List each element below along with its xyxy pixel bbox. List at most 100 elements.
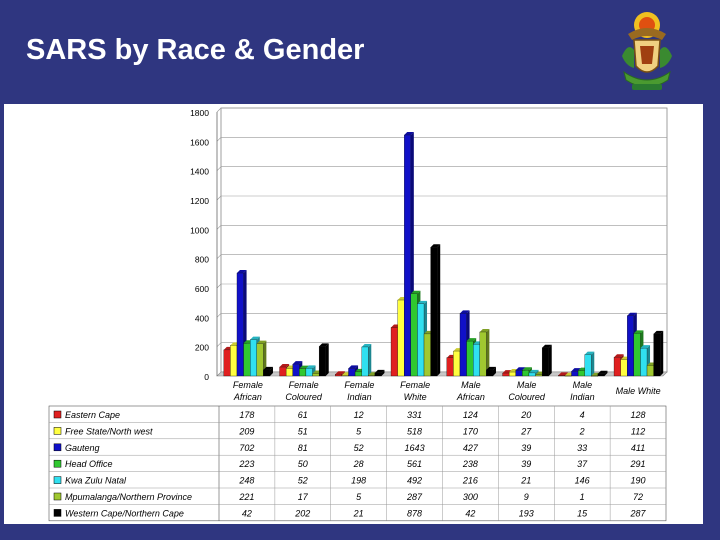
data-label: 193 [519,508,534,518]
bar [223,349,231,377]
slide-title: SARS by Race & Gender [26,34,365,66]
bar [354,371,362,377]
data-label: 61 [298,410,308,420]
data-label: 124 [463,410,478,420]
y-tick-label: 1800 [190,108,209,118]
bar-side [604,370,608,376]
bar [627,315,634,377]
data-label: 5 [356,426,362,436]
bar [390,327,398,377]
data-label: 128 [631,410,646,420]
bar-top [430,244,441,248]
data-label: 52 [354,443,364,453]
bar-top [640,345,651,349]
data-label: 198 [351,476,366,486]
data-label: 42 [465,508,475,518]
legend-label: Head Office [65,459,113,469]
legend-label: Gauteng [65,443,100,453]
bar-top [410,290,421,294]
bar [515,370,523,377]
bar-top [361,343,372,347]
x-category-label: Female [344,380,374,390]
data-label: 878 [407,508,422,518]
bar [522,370,530,377]
x-category-label: Female [233,380,263,390]
gridline-depth [216,254,222,259]
data-label: 1 [580,492,585,502]
data-label: 27 [520,426,532,436]
data-label: 178 [239,410,254,420]
data-label: 248 [238,476,254,486]
bar-top [319,343,329,347]
data-label: 702 [239,443,254,453]
data-label: 37 [577,459,588,469]
gridline-depth [216,225,222,230]
legend-swatch [53,509,62,517]
legend-label: Eastern Cape [65,410,120,420]
bar-side [486,329,490,376]
bar [633,333,641,377]
y-tick-label: 600 [195,284,209,294]
bar [430,247,438,377]
gridline-depth [216,137,222,142]
bar [653,333,661,377]
bar [479,331,487,377]
bar [292,363,300,377]
x-category-label: Male White [616,386,661,396]
data-label: 331 [407,410,422,420]
data-label: 427 [463,443,479,453]
bar-top [417,300,428,304]
bar [279,366,287,377]
bar [577,370,585,377]
bar-top [614,354,624,358]
data-label: 28 [353,459,364,469]
x-category-label: African [456,392,485,402]
bar [640,347,648,377]
bar-side [269,366,273,376]
y-tick-label: 1000 [190,225,209,235]
data-label: 238 [462,459,478,469]
legend-swatch [53,459,62,468]
gridline-depth [216,166,222,171]
data-label: 15 [577,508,588,518]
legend-label: Kwa Zulu Natal [65,476,127,486]
data-label: 221 [238,492,254,502]
bar [230,345,238,377]
bar-top [584,351,595,355]
legend-swatch [53,492,62,501]
bar [417,303,425,377]
data-label: 518 [407,426,422,436]
gridline-depth [216,195,222,201]
bar [459,313,467,377]
bar-side [548,344,552,376]
bar-side [437,244,441,376]
data-label: 216 [462,476,478,486]
bar [613,357,621,377]
bar [374,372,382,377]
x-category-label: African [233,392,262,402]
gridline-depth [216,283,222,289]
bar [368,375,376,377]
x-category-label: Indian [347,392,372,402]
data-label: 190 [631,476,646,486]
bar-top [486,366,496,370]
bar [597,373,605,377]
bar [285,368,293,377]
bar-top [515,367,526,371]
y-tick-label: 800 [195,255,209,265]
data-label: 21 [520,476,531,486]
x-category-label: Coloured [508,392,546,402]
data-label: 52 [298,476,308,486]
bar [591,375,599,377]
bar-top [279,364,290,368]
bar-top [335,371,345,375]
bar [410,293,418,377]
bar-side [368,343,372,376]
bar-top [633,330,644,334]
bar [404,134,411,377]
data-label: 17 [298,492,309,502]
bar-top [348,365,359,369]
y-tick-label: 1200 [190,196,209,206]
y-tick-label: 1600 [190,137,209,147]
bar [564,375,572,377]
